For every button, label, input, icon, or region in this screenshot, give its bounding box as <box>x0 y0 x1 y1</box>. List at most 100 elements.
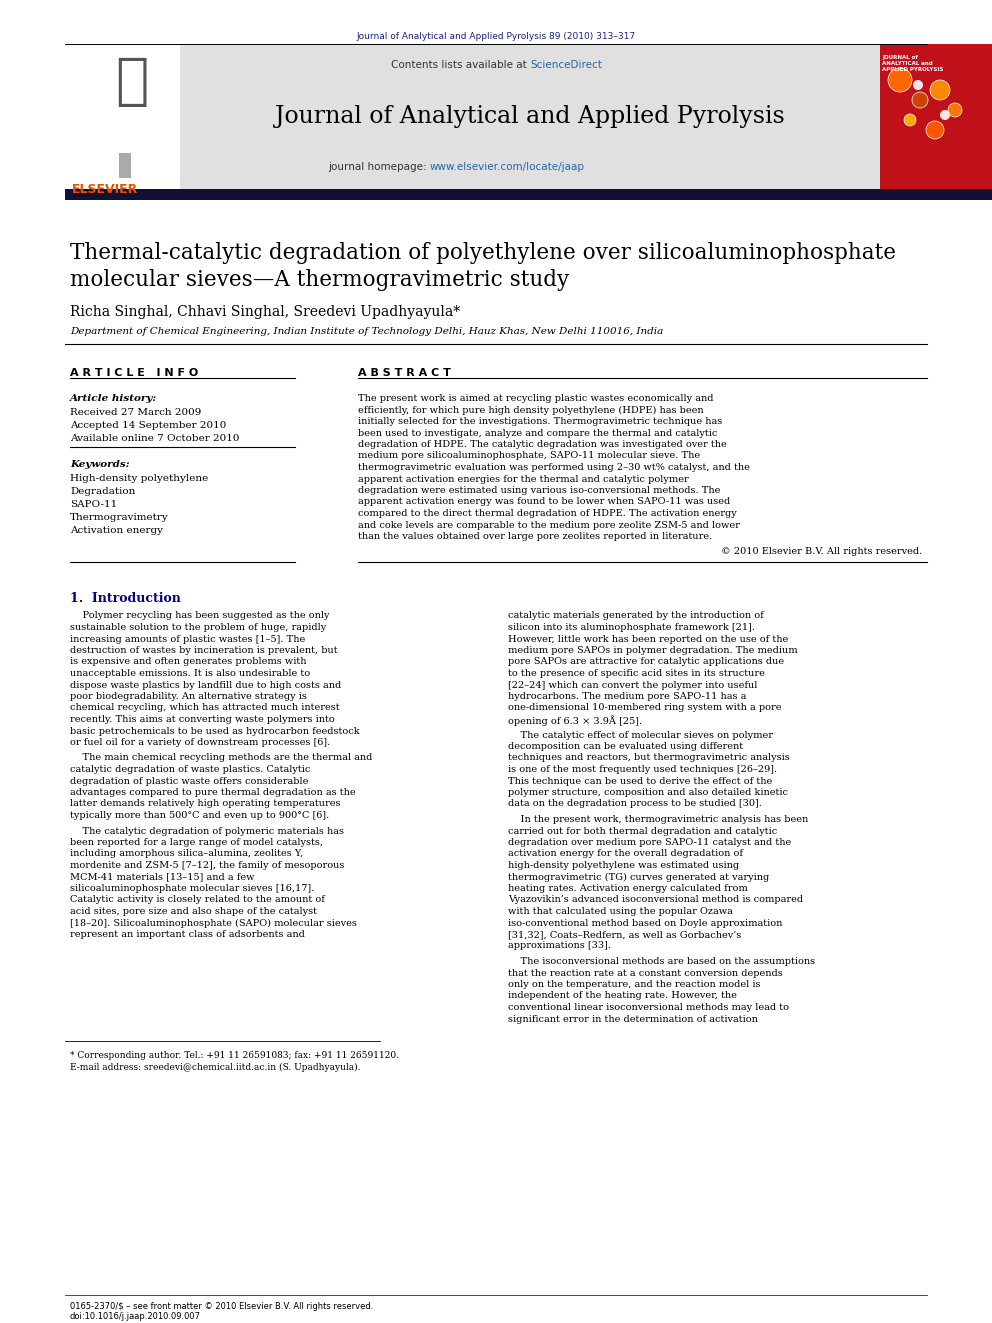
Text: iso-conventional method based on Doyle approximation: iso-conventional method based on Doyle a… <box>508 918 783 927</box>
Text: www.elsevier.com/locate/jaap: www.elsevier.com/locate/jaap <box>430 161 585 172</box>
Text: molecular sieves—A thermogravimetric study: molecular sieves—A thermogravimetric stu… <box>70 269 569 291</box>
Text: High-density polyethylene: High-density polyethylene <box>70 474 208 483</box>
Text: journal homepage:: journal homepage: <box>328 161 430 172</box>
Text: Polymer recycling has been suggested as the only: Polymer recycling has been suggested as … <box>70 611 329 620</box>
Text: 🌳: 🌳 <box>115 56 148 108</box>
Text: [31,32], Coats–Redfern, as well as Gorbachev’s: [31,32], Coats–Redfern, as well as Gorba… <box>508 930 741 939</box>
Text: unacceptable emissions. It is also undesirable to: unacceptable emissions. It is also undes… <box>70 669 310 677</box>
Text: MCM-41 materials [13–15] and a few: MCM-41 materials [13–15] and a few <box>70 872 255 881</box>
Text: increasing amounts of plastic wastes [1–5]. The: increasing amounts of plastic wastes [1–… <box>70 635 306 643</box>
Text: The catalytic degradation of polymeric materials has: The catalytic degradation of polymeric m… <box>70 827 344 836</box>
Text: The catalytic effect of molecular sieves on polymer: The catalytic effect of molecular sieves… <box>508 730 773 740</box>
Text: Contents lists available at: Contents lists available at <box>391 60 530 70</box>
Text: represent an important class of adsorbents and: represent an important class of adsorben… <box>70 930 305 939</box>
Text: The present work is aimed at recycling plastic wastes economically and: The present work is aimed at recycling p… <box>358 394 713 404</box>
Text: typically more than 500°C and even up to 900°C [6].: typically more than 500°C and even up to… <box>70 811 329 820</box>
Text: degradation of HDPE. The catalytic degradation was investigated over the: degradation of HDPE. The catalytic degra… <box>358 441 727 448</box>
Text: degradation over medium pore SAPO-11 catalyst and the: degradation over medium pore SAPO-11 cat… <box>508 837 792 847</box>
Text: than the values obtained over large pore zeolites reported in literature.: than the values obtained over large pore… <box>358 532 712 541</box>
Text: basic petrochemicals to be used as hydrocarbon feedstock: basic petrochemicals to be used as hydro… <box>70 726 360 736</box>
Text: decomposition can be evaluated using different: decomposition can be evaluated using dif… <box>508 742 743 751</box>
Circle shape <box>940 110 950 120</box>
Text: acid sites, pore size and also shape of the catalyst: acid sites, pore size and also shape of … <box>70 908 317 916</box>
Text: independent of the heating rate. However, the: independent of the heating rate. However… <box>508 991 737 1000</box>
Text: The main chemical recycling methods are the thermal and: The main chemical recycling methods are … <box>70 754 372 762</box>
Text: polymer structure, composition and also detailed kinetic: polymer structure, composition and also … <box>508 789 788 796</box>
Text: advantages compared to pure thermal degradation as the: advantages compared to pure thermal degr… <box>70 789 355 796</box>
Text: is expensive and often generates problems with: is expensive and often generates problem… <box>70 658 307 667</box>
Text: ELSEVIER: ELSEVIER <box>72 183 138 196</box>
Text: apparent activation energies for the thermal and catalytic polymer: apparent activation energies for the the… <box>358 475 688 483</box>
Text: dispose waste plastics by landfill due to high costs and: dispose waste plastics by landfill due t… <box>70 680 341 689</box>
Circle shape <box>904 114 916 126</box>
Text: * Corresponding author. Tel.: +91 11 26591083; fax: +91 11 26591120.: * Corresponding author. Tel.: +91 11 265… <box>70 1050 399 1060</box>
Bar <box>119 153 131 179</box>
Text: chemical recycling, which has attracted much interest: chemical recycling, which has attracted … <box>70 704 339 713</box>
Text: Department of Chemical Engineering, Indian Institute of Technology Delhi, Hauz K: Department of Chemical Engineering, Indi… <box>70 327 664 336</box>
Text: JOURNAL of
ANALYTICAL and
APPLIED PYROLYSIS: JOURNAL of ANALYTICAL and APPLIED PYROLY… <box>882 56 943 71</box>
Text: Thermogravimetry: Thermogravimetry <box>70 513 169 523</box>
Text: 1.  Introduction: 1. Introduction <box>70 591 181 605</box>
Text: and coke levels are comparable to the medium pore zeolite ZSM-5 and lower: and coke levels are comparable to the me… <box>358 520 740 529</box>
Circle shape <box>913 79 923 90</box>
Text: © 2010 Elsevier B.V. All rights reserved.: © 2010 Elsevier B.V. All rights reserved… <box>721 548 922 557</box>
Text: carried out for both thermal degradation and catalytic: carried out for both thermal degradation… <box>508 827 778 836</box>
Text: Keywords:: Keywords: <box>70 460 130 468</box>
Text: silicoaluminophosphate molecular sieves [16,17].: silicoaluminophosphate molecular sieves … <box>70 884 314 893</box>
Text: significant error in the determination of activation: significant error in the determination o… <box>508 1015 758 1024</box>
Text: sustainable solution to the problem of huge, rapidly: sustainable solution to the problem of h… <box>70 623 326 632</box>
Text: been reported for a large range of model catalysts,: been reported for a large range of model… <box>70 837 323 847</box>
Text: ScienceDirect: ScienceDirect <box>530 60 602 70</box>
Bar <box>880 44 992 191</box>
Text: initially selected for the investigations. Thermogravimetric technique has: initially selected for the investigation… <box>358 417 722 426</box>
Text: conventional linear isoconversional methods may lead to: conventional linear isoconversional meth… <box>508 1003 789 1012</box>
Text: The isoconversional methods are based on the assumptions: The isoconversional methods are based on… <box>508 957 815 966</box>
Text: hydrocarbons. The medium pore SAPO-11 has a: hydrocarbons. The medium pore SAPO-11 ha… <box>508 692 746 701</box>
Text: including amorphous silica–alumina, zeolites Y,: including amorphous silica–alumina, zeol… <box>70 849 304 859</box>
Text: thermogravimetric evaluation was performed using 2–30 wt% catalyst, and the: thermogravimetric evaluation was perform… <box>358 463 750 472</box>
Text: Vyazovikin’s advanced isoconversional method is compared: Vyazovikin’s advanced isoconversional me… <box>508 896 804 905</box>
Text: Available online 7 October 2010: Available online 7 October 2010 <box>70 434 239 443</box>
Bar <box>65 44 180 191</box>
Text: thermogravimetric (TG) curves generated at varying: thermogravimetric (TG) curves generated … <box>508 872 769 881</box>
Text: Degradation: Degradation <box>70 487 135 496</box>
Text: In the present work, thermogravimetric analysis has been: In the present work, thermogravimetric a… <box>508 815 808 824</box>
Circle shape <box>926 120 944 139</box>
Text: activation energy for the overall degradation of: activation energy for the overall degrad… <box>508 849 743 859</box>
Text: compared to the direct thermal degradation of HDPE. The activation energy: compared to the direct thermal degradati… <box>358 509 737 519</box>
Text: Catalytic activity is closely related to the amount of: Catalytic activity is closely related to… <box>70 896 324 905</box>
Text: Article history:: Article history: <box>70 394 158 404</box>
Text: to the presence of specific acid sites in its structure: to the presence of specific acid sites i… <box>508 669 765 677</box>
Text: with that calculated using the popular Ozawa: with that calculated using the popular O… <box>508 908 733 916</box>
Text: A B S T R A C T: A B S T R A C T <box>358 368 451 378</box>
Text: Activation energy: Activation energy <box>70 527 163 534</box>
Text: high-density polyethylene was estimated using: high-density polyethylene was estimated … <box>508 861 739 871</box>
Text: Richa Singhal, Chhavi Singhal, Sreedevi Upadhyayula*: Richa Singhal, Chhavi Singhal, Sreedevi … <box>70 306 460 319</box>
Text: been used to investigate, analyze and compare the thermal and catalytic: been used to investigate, analyze and co… <box>358 429 717 438</box>
Text: Received 27 March 2009: Received 27 March 2009 <box>70 407 201 417</box>
Text: one-dimensional 10-membered ring system with a pore: one-dimensional 10-membered ring system … <box>508 704 782 713</box>
Text: or fuel oil for a variety of downstream processes [6].: or fuel oil for a variety of downstream … <box>70 738 330 747</box>
Text: pore SAPOs are attractive for catalytic applications due: pore SAPOs are attractive for catalytic … <box>508 658 784 667</box>
Text: medium pore SAPOs in polymer degradation. The medium: medium pore SAPOs in polymer degradation… <box>508 646 798 655</box>
Circle shape <box>948 103 962 116</box>
Text: catalytic degradation of waste plastics. Catalytic: catalytic degradation of waste plastics.… <box>70 765 310 774</box>
Text: heating rates. Activation energy calculated from: heating rates. Activation energy calcula… <box>508 884 748 893</box>
Bar <box>65 189 992 200</box>
Text: degradation were estimated using various iso-conversional methods. The: degradation were estimated using various… <box>358 486 720 495</box>
Text: A R T I C L E   I N F O: A R T I C L E I N F O <box>70 368 198 378</box>
Text: Accepted 14 September 2010: Accepted 14 September 2010 <box>70 421 226 430</box>
Text: destruction of wastes by incineration is prevalent, but: destruction of wastes by incineration is… <box>70 646 337 655</box>
Text: approximations [33].: approximations [33]. <box>508 942 611 950</box>
Circle shape <box>930 79 950 101</box>
Text: This technique can be used to derive the effect of the: This technique can be used to derive the… <box>508 777 772 786</box>
Text: recently. This aims at converting waste polymers into: recently. This aims at converting waste … <box>70 714 334 724</box>
Text: only on the temperature, and the reaction model is: only on the temperature, and the reactio… <box>508 980 761 990</box>
Text: Journal of Analytical and Applied Pyrolysis: Journal of Analytical and Applied Pyroly… <box>275 105 785 128</box>
Text: SAPO-11: SAPO-11 <box>70 500 117 509</box>
Text: doi:10.1016/j.jaap.2010.09.007: doi:10.1016/j.jaap.2010.09.007 <box>70 1312 201 1320</box>
Text: Journal of Analytical and Applied Pyrolysis 89 (2010) 313–317: Journal of Analytical and Applied Pyroly… <box>356 32 636 41</box>
Text: data on the degradation process to be studied [30].: data on the degradation process to be st… <box>508 799 762 808</box>
Bar <box>180 44 880 191</box>
Text: degradation of plastic waste offers considerable: degradation of plastic waste offers cons… <box>70 777 309 786</box>
